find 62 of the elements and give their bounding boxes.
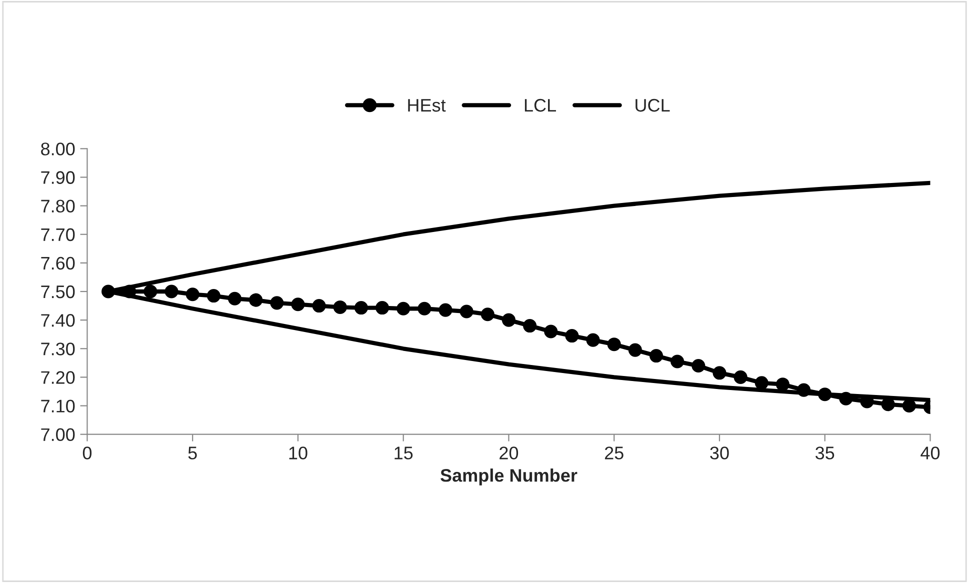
point [480,308,494,322]
x-tick-label: 5 [188,446,197,460]
point [818,388,832,402]
y-tick-label: 7.20 [41,371,75,384]
y-tick-label: 7.50 [41,285,75,298]
y-tick-label: 7.70 [41,228,75,242]
point [249,293,263,307]
point [860,394,874,408]
point [734,370,748,384]
x-axis-title: Sample Number [440,468,578,486]
point [607,338,621,352]
legend-label: HEst [408,99,446,112]
point [186,288,200,302]
y-tick-label: 7.90 [41,171,75,184]
point [670,354,684,368]
x-tick-label: 0 [82,446,92,460]
y-tick-label: 7.00 [41,428,75,442]
x-tick-label: 30 [710,446,729,460]
x-tick-label: 15 [394,446,413,460]
point [144,284,158,298]
point [565,329,579,343]
legend-label: UCL [636,98,670,112]
x-tick-label: 20 [500,446,518,460]
legend-label: LCL [524,98,556,112]
point [797,383,811,397]
point [270,296,284,310]
point [544,324,558,338]
y-tick-label: 7.10 [41,400,75,412]
point [354,301,368,315]
point [902,399,916,413]
y-tick-label: 8.00 [41,142,75,156]
point [754,376,768,390]
point [418,302,432,316]
point [291,298,305,312]
point [102,284,116,298]
y-tick-label: 7.80 [41,200,75,213]
x-tick-label: 40 [920,446,940,460]
point [502,313,516,327]
point [164,284,178,298]
point [333,300,347,314]
point [776,378,790,392]
point [586,333,600,347]
point [460,304,474,318]
point [438,303,452,317]
y-tick-label: 7.30 [41,342,75,356]
point [523,319,537,333]
point [396,302,410,316]
y-tick-label: 7.60 [41,256,75,270]
point [692,359,706,373]
point [839,392,853,406]
point [376,301,390,315]
x-tick-label: 10 [289,446,308,460]
point [312,299,326,313]
point [206,289,220,303]
point [628,343,642,357]
point [649,349,664,363]
x-tick-label: 25 [604,446,624,460]
point [712,366,726,380]
point [228,292,242,306]
y-tick-label: 7.40 [41,314,75,327]
x-tick-label: 35 [816,446,834,460]
point [881,398,895,412]
